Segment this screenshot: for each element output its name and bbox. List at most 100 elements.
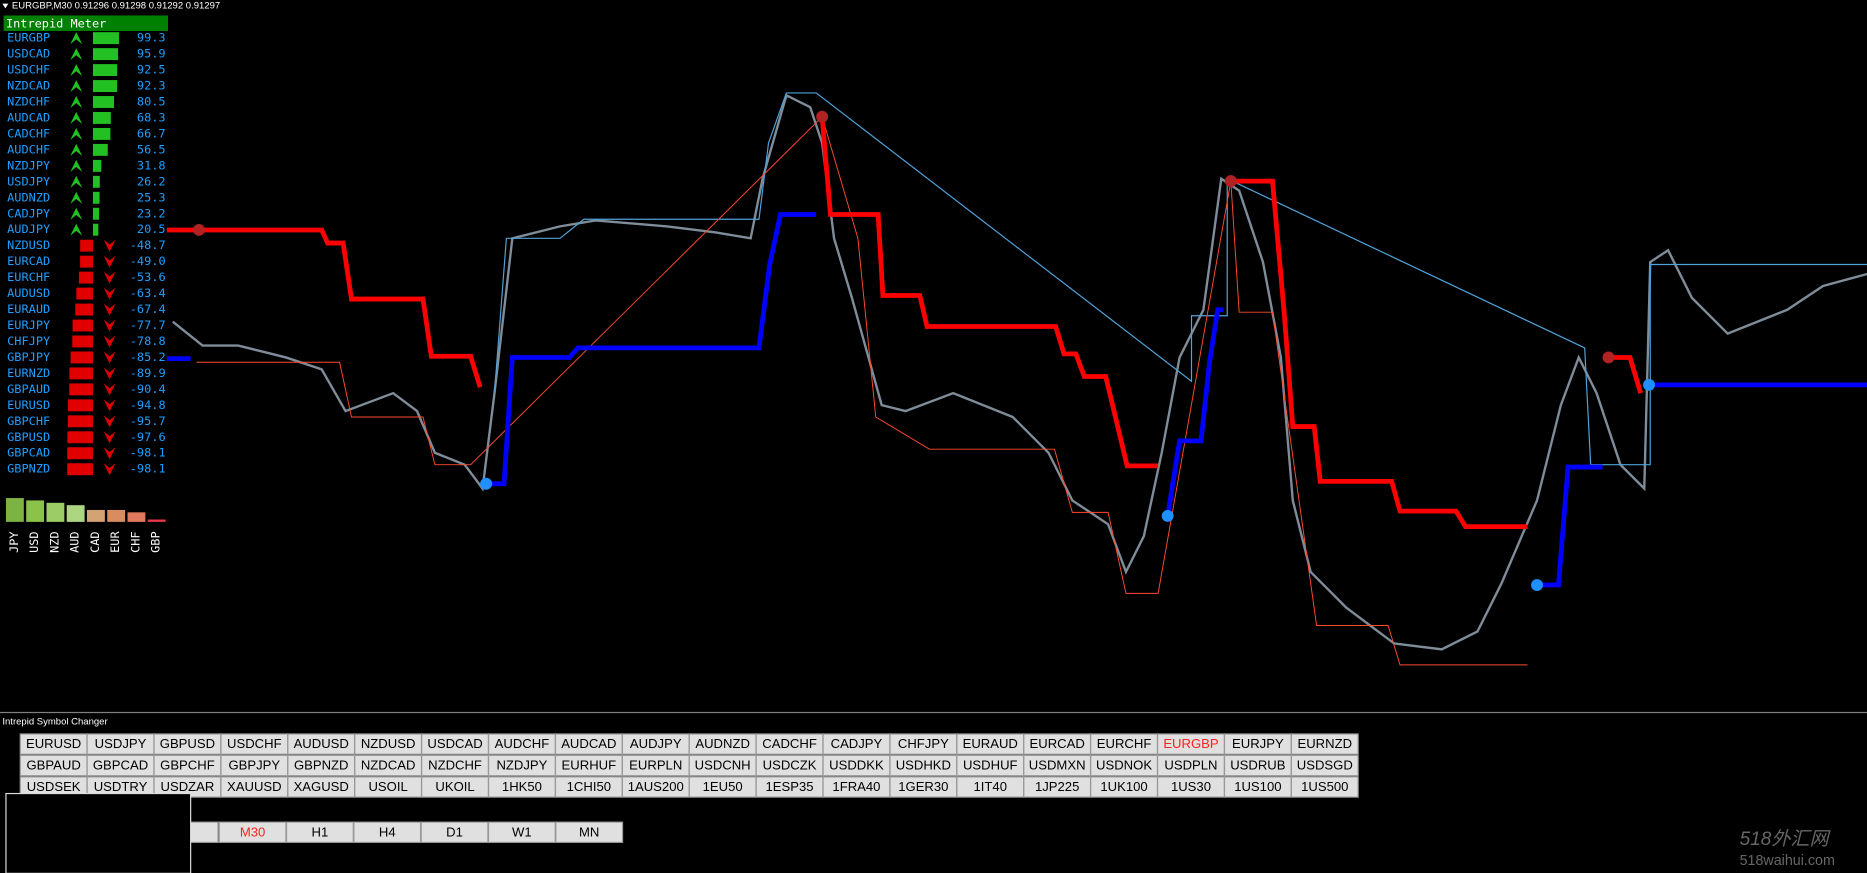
arrow-up bbox=[70, 64, 83, 77]
button-label[interactable]: EURCHF bbox=[1097, 736, 1152, 751]
meter-bar bbox=[72, 319, 93, 332]
currency-label: NZD bbox=[47, 531, 61, 553]
meter-value: 92.3 bbox=[137, 79, 166, 93]
meter-value: -77.7 bbox=[130, 318, 166, 332]
button-label[interactable]: GBPCHF bbox=[160, 758, 215, 773]
button-label[interactable]: AUDCAD bbox=[561, 736, 616, 751]
button-label[interactable]: NZDCAD bbox=[361, 758, 416, 773]
button-label[interactable]: 1US500 bbox=[1301, 779, 1348, 794]
button-label[interactable]: AUDNZD bbox=[695, 736, 750, 751]
arrow-down bbox=[103, 319, 116, 332]
button-label[interactable]: 1UK100 bbox=[1100, 779, 1147, 794]
button-label[interactable]: MN bbox=[579, 824, 599, 839]
meter-pair: NZDUSD bbox=[7, 238, 50, 252]
meter-pair: EURAUD bbox=[7, 302, 50, 316]
button-label[interactable]: GBPUSD bbox=[160, 736, 215, 751]
button-label[interactable]: USDHKD bbox=[896, 758, 951, 773]
button-label[interactable]: 1ESP35 bbox=[766, 779, 814, 794]
button-label[interactable]: USDSEK bbox=[27, 779, 81, 794]
button-label[interactable]: M30 bbox=[240, 824, 265, 839]
button-label[interactable]: USDCAD bbox=[427, 736, 482, 751]
button-label[interactable]: AUDUSD bbox=[294, 736, 349, 751]
button-label[interactable]: CADCHF bbox=[762, 736, 817, 751]
meter-title: Intrepid Meter bbox=[6, 16, 106, 30]
button-label[interactable]: USOIL bbox=[368, 779, 407, 794]
currency-label: JPY bbox=[7, 531, 21, 553]
button-label[interactable]: AUDCHF bbox=[495, 736, 550, 751]
button-label[interactable]: D1 bbox=[446, 824, 463, 839]
button-label[interactable]: GBPCAD bbox=[93, 758, 148, 773]
button-label[interactable]: EURUSD bbox=[26, 736, 81, 751]
button-label[interactable]: USDSGD bbox=[1297, 758, 1353, 773]
button-label[interactable]: USDMXN bbox=[1029, 758, 1086, 773]
button-label[interactable]: USDCZK bbox=[763, 758, 817, 773]
button-label[interactable]: H4 bbox=[379, 824, 396, 839]
button-label[interactable]: EURGBP bbox=[1163, 736, 1219, 751]
button-label[interactable]: USDNOK bbox=[1096, 758, 1152, 773]
button-label[interactable]: 1AUS200 bbox=[628, 779, 684, 794]
button-label[interactable]: EURHUF bbox=[562, 758, 617, 773]
button-label[interactable]: 1EU50 bbox=[703, 779, 743, 794]
button-label[interactable]: NZDCHF bbox=[428, 758, 482, 773]
button-label[interactable]: AUDJPY bbox=[630, 736, 682, 751]
button-label[interactable]: USDPLN bbox=[1164, 758, 1217, 773]
button-label[interactable]: 1IT40 bbox=[974, 779, 1007, 794]
button[interactable] bbox=[1290, 776, 1359, 798]
step-line bbox=[493, 92, 1867, 466]
arrow-up bbox=[70, 143, 83, 156]
button-label[interactable]: USDTRY bbox=[94, 779, 148, 794]
button-label[interactable]: USDHUF bbox=[963, 758, 1018, 773]
currency-label: USD bbox=[27, 531, 41, 553]
button-label[interactable]: XAUUSD bbox=[227, 779, 282, 794]
currency-label: CHF bbox=[128, 531, 142, 553]
button-label[interactable]: 1US30 bbox=[1171, 779, 1211, 794]
button-label[interactable]: USDDKK bbox=[829, 758, 884, 773]
meter-pair: CADCHF bbox=[7, 126, 50, 140]
button-label[interactable]: W1 bbox=[512, 824, 532, 839]
meter-bar bbox=[69, 367, 93, 380]
button-label[interactable]: GBPJPY bbox=[228, 758, 280, 773]
button-label[interactable]: EURAUD bbox=[963, 736, 1018, 751]
button-label[interactable]: EURNZD bbox=[1297, 736, 1352, 751]
meter-bar bbox=[76, 287, 93, 300]
button[interactable] bbox=[1290, 754, 1359, 777]
button-label[interactable]: EURPLN bbox=[629, 758, 682, 773]
button-label[interactable]: 1JP225 bbox=[1035, 779, 1079, 794]
meter-bar bbox=[68, 399, 93, 412]
button-label[interactable]: CADJPY bbox=[831, 736, 883, 751]
button-label[interactable]: USDZAR bbox=[161, 779, 215, 794]
button-label[interactable]: NZDUSD bbox=[361, 736, 416, 751]
button-label[interactable]: 1CHI50 bbox=[567, 779, 611, 794]
button-label[interactable]: GBPAUD bbox=[26, 758, 80, 773]
button-label[interactable]: UKOIL bbox=[435, 779, 474, 794]
button[interactable] bbox=[555, 821, 624, 843]
button-label[interactable]: H1 bbox=[312, 824, 329, 839]
meter-pair: GBPCAD bbox=[7, 446, 50, 460]
button-label[interactable]: USDJPY bbox=[95, 736, 147, 751]
meter-pair: GBPCHF bbox=[7, 414, 50, 428]
button[interactable] bbox=[1290, 733, 1359, 755]
currency-label: GBP bbox=[149, 531, 163, 553]
meter-bar bbox=[92, 48, 119, 61]
button-label[interactable]: GBPNZD bbox=[294, 758, 349, 773]
button-label[interactable]: 1GER30 bbox=[898, 779, 948, 794]
button-label[interactable]: 1FRA40 bbox=[832, 779, 880, 794]
button-label[interactable]: 1HK50 bbox=[502, 779, 542, 794]
button-label[interactable]: USDCHF bbox=[227, 736, 282, 751]
trend-lines bbox=[166, 116, 1867, 588]
button[interactable] bbox=[487, 821, 556, 843]
arrow-down bbox=[103, 383, 116, 396]
button-label[interactable]: USDRUB bbox=[1230, 758, 1286, 773]
button-label[interactable]: 1US100 bbox=[1234, 779, 1281, 794]
button-label[interactable]: EURCAD bbox=[1030, 736, 1085, 751]
arrow-down bbox=[103, 447, 116, 460]
header-arrow bbox=[2, 3, 9, 9]
button-label[interactable]: CHFJPY bbox=[898, 736, 949, 751]
button-label[interactable]: EURJPY bbox=[1232, 736, 1284, 751]
button-label[interactable]: NZDJPY bbox=[496, 758, 547, 773]
button-label[interactable]: XAGUSD bbox=[294, 779, 349, 794]
meter-bar bbox=[72, 335, 93, 348]
meter-value: -94.8 bbox=[130, 398, 166, 412]
button-label[interactable]: USDCNH bbox=[695, 758, 751, 773]
